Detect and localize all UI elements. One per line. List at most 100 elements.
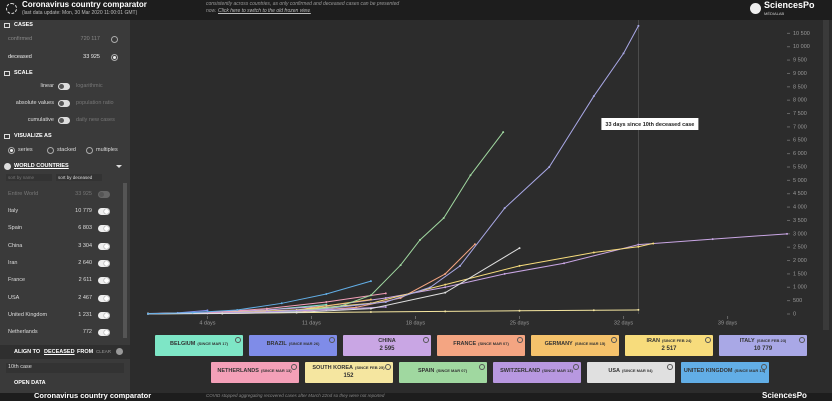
country-card[interactable]: NETHERLANDS (SINCE MAR 13) <box>210 362 299 383</box>
series-point <box>637 243 640 246</box>
country-card[interactable]: BRAZIL (SINCE MAR 26) <box>249 335 337 356</box>
country-card[interactable]: SWITZERLAND (SINCE MAR 13) <box>492 362 581 383</box>
card-name: FRANCE <box>453 341 477 347</box>
country-toggle[interactable] <box>98 294 110 302</box>
country-card[interactable]: CHINA 2 595 <box>343 335 431 356</box>
country-toggle[interactable] <box>98 208 110 215</box>
series-point <box>503 207 506 210</box>
country-label: Iran <box>8 259 18 266</box>
country-toggle[interactable] <box>98 329 110 337</box>
card-close[interactable] <box>517 337 523 343</box>
series-point <box>459 264 462 267</box>
open-data[interactable]: OPEN DATA <box>14 380 46 386</box>
clear-icon[interactable] <box>116 348 123 355</box>
footer-title: Coronavirus country comparator <box>34 391 152 400</box>
footer-note: COVID stopped aggregating recovered case… <box>206 393 385 398</box>
y-tick-label: 5 000 <box>793 178 807 184</box>
x-tick-label: 18 days <box>406 320 426 326</box>
series-line <box>147 280 372 315</box>
card-close[interactable] <box>235 337 241 343</box>
visualize-radio[interactable] <box>47 147 54 154</box>
country-value: 772 <box>82 329 92 336</box>
card-close[interactable] <box>611 337 617 343</box>
card-since: (SINCE MAR 17) <box>197 341 229 346</box>
card-name: SOUTH KOREA <box>312 365 354 371</box>
card-close[interactable] <box>478 364 485 370</box>
y-tick-label: 3 500 <box>793 218 807 224</box>
country-card[interactable]: UNITED KINGDOM (SINCE MAR 14) <box>680 362 769 383</box>
country-card[interactable]: BELGIUM (SINCE MAR 17) <box>155 335 243 356</box>
series-point <box>592 309 595 312</box>
align-metric[interactable]: DECEASED <box>44 349 75 355</box>
scale-toggle[interactable] <box>58 100 70 107</box>
country-toggle[interactable] <box>98 259 110 267</box>
card-close[interactable] <box>705 337 711 343</box>
align-label: ALIGN TO <box>14 349 41 355</box>
align-select[interactable]: 10th case <box>6 363 124 373</box>
series-point <box>502 131 505 134</box>
scale-off: population ratio <box>76 100 114 106</box>
sort-option[interactable]: sort by name <box>6 174 52 181</box>
case-radio[interactable] <box>111 54 118 61</box>
country-card[interactable]: SOUTH KOREA (SINCE FEB 25) 152 <box>304 362 393 383</box>
card-close[interactable] <box>423 337 429 343</box>
case-radio[interactable] <box>111 36 118 43</box>
notice: consistently across countries, as only c… <box>206 1 400 7</box>
align-from: FROM <box>77 349 94 355</box>
card-close[interactable] <box>666 364 673 370</box>
section-icon <box>4 23 10 28</box>
country-value: 2 467 <box>78 294 92 301</box>
series-point <box>369 307 372 310</box>
series-point <box>206 309 209 312</box>
card-since: (SINCE FEB 24) <box>661 338 692 343</box>
card-name: UNITED KINGDOM <box>683 368 733 374</box>
country-toggle[interactable] <box>98 311 110 319</box>
scale-off: logarithmic <box>76 83 103 89</box>
card-value: 152 <box>343 373 354 379</box>
scale-on: absolute values <box>15 100 54 106</box>
series-point <box>711 238 714 241</box>
country-card[interactable]: FRANCE (SINCE MAR 07) <box>437 335 525 356</box>
series-point <box>469 174 472 177</box>
country-value: 1 231 <box>78 311 92 318</box>
country-toggle[interactable] <box>98 242 110 250</box>
visualize-radio[interactable] <box>8 147 15 154</box>
country-card[interactable]: USA (SINCE MAR 04) <box>586 362 675 383</box>
country-label: Italy <box>8 208 19 214</box>
case-label[interactable]: confirmed <box>8 36 33 42</box>
visualize-radio[interactable] <box>86 147 93 154</box>
card-name: SPAIN <box>417 368 435 374</box>
card-close[interactable] <box>799 337 805 343</box>
country-card[interactable]: IRAN (SINCE FEB 24) 2 517 <box>625 335 713 356</box>
card-close[interactable] <box>572 364 579 370</box>
country-card[interactable]: GERMANY (SINCE MAR 15) <box>531 335 619 356</box>
country-card[interactable]: ITALY (SINCE FEB 23) 10 779 <box>719 335 807 356</box>
card-close[interactable] <box>760 364 767 370</box>
country-value: 10 779 <box>75 208 92 214</box>
last-update: (last data update: Mon, 30 Mar 2020 11:0… <box>22 10 138 16</box>
x-tick-label: 25 days <box>510 320 530 326</box>
country-toggle[interactable] <box>98 225 110 233</box>
card-value: 2 595 <box>379 346 395 352</box>
y-tick-label: 4 500 <box>793 191 807 197</box>
card-close[interactable] <box>329 337 335 343</box>
card-name: GERMANY <box>544 341 573 347</box>
sort-option[interactable]: sort by deceased <box>56 174 102 181</box>
country-label: China <box>8 242 23 249</box>
series-point <box>369 294 372 297</box>
scale-toggle[interactable] <box>58 83 70 90</box>
chart: 0 500 1 000 1 500 2 000 2 500 3 000 3 500 4 000 4… <box>147 20 829 330</box>
notice-link[interactable]: Click here to switch to the old frozen v… <box>218 8 311 14</box>
country-label: USA <box>8 294 20 301</box>
country-toggle[interactable] <box>98 277 110 285</box>
card-close[interactable] <box>290 364 297 370</box>
case-label[interactable]: deceased <box>8 54 32 60</box>
align-clear[interactable]: CLEAR <box>96 349 112 354</box>
country-toggle[interactable] <box>98 191 110 198</box>
section-icon <box>4 71 10 76</box>
card-close[interactable] <box>384 364 391 370</box>
scale-toggle[interactable] <box>58 117 70 124</box>
sciencespo-icon <box>750 3 761 14</box>
countries-title[interactable]: WORLD COUNTRIES <box>14 163 69 169</box>
country-card[interactable]: SPAIN (SINCE MAR 07) <box>398 362 487 383</box>
